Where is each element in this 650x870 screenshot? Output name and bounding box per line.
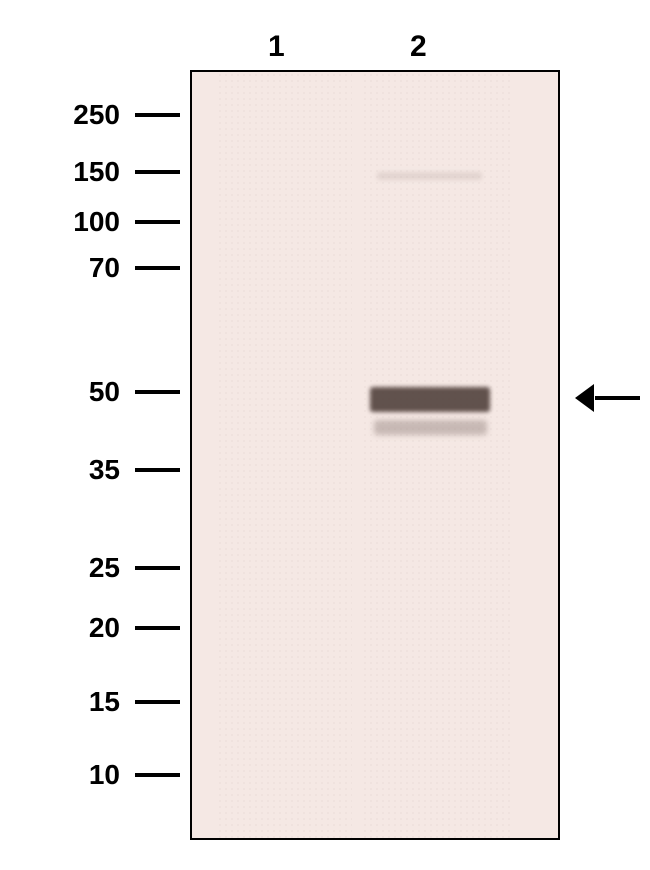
marker-label-70: 70: [89, 252, 120, 284]
lane-2-label: 2: [410, 30, 427, 64]
marker-tick-15: [135, 700, 180, 704]
marker-tick-70: [135, 266, 180, 270]
arrow-shaft: [595, 396, 640, 400]
marker-tick-50: [135, 390, 180, 394]
marker-label-150: 150: [73, 156, 120, 188]
arrow-head: [575, 384, 594, 412]
marker-tick-100: [135, 220, 180, 224]
marker-tick-10: [135, 773, 180, 777]
blot-membrane: [190, 70, 560, 840]
lane-1-background: [217, 72, 352, 838]
marker-label-100: 100: [73, 206, 120, 238]
marker-tick-20: [135, 626, 180, 630]
lane-2-band-3: [377, 172, 482, 180]
marker-tick-35: [135, 468, 180, 472]
western-blot-figure: 1 2 250 150 100 70 50 35 25 20 15 10: [0, 0, 650, 870]
lane-2: [362, 72, 512, 838]
marker-tick-25: [135, 566, 180, 570]
marker-label-25: 25: [89, 552, 120, 584]
marker-label-20: 20: [89, 612, 120, 644]
marker-label-35: 35: [89, 454, 120, 486]
lane-1-label: 1: [268, 30, 285, 64]
lane-1: [217, 72, 352, 838]
marker-label-50: 50: [89, 376, 120, 408]
lane-2-background: [362, 72, 512, 838]
lane-2-band-2: [374, 420, 487, 435]
marker-tick-150: [135, 170, 180, 174]
marker-tick-250: [135, 113, 180, 117]
marker-label-15: 15: [89, 686, 120, 718]
lane-2-band-1: [370, 387, 490, 412]
marker-label-10: 10: [89, 759, 120, 791]
marker-label-250: 250: [73, 99, 120, 131]
